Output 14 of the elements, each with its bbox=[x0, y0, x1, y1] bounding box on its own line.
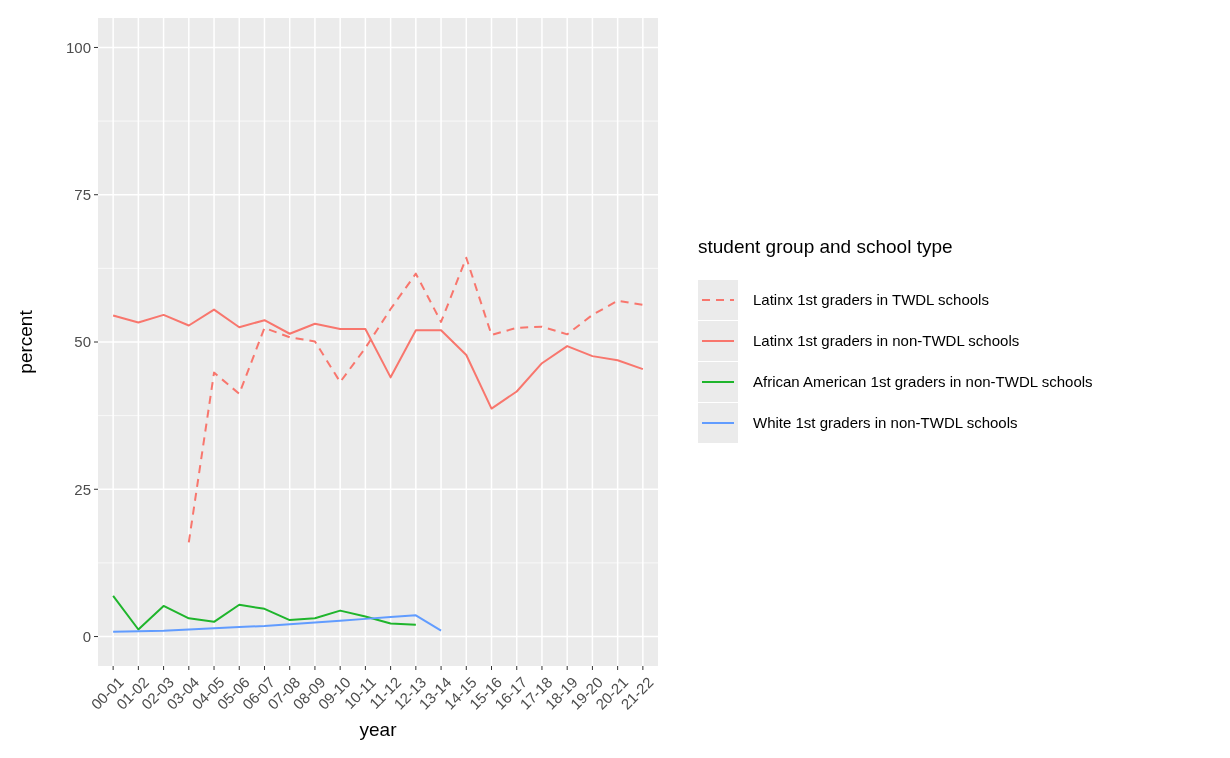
legend-label: African American 1st graders in non-TWDL schools bbox=[753, 373, 1093, 391]
y-tick-label: 50 bbox=[74, 333, 91, 351]
y-tick-label: 0 bbox=[82, 627, 91, 645]
legend-label: Latinx 1st graders in non-TWDL schools bbox=[753, 332, 1020, 350]
legend-label: Latinx 1st graders in TWDL schools bbox=[753, 291, 989, 309]
y-tick-label: 25 bbox=[74, 480, 91, 498]
line-series bbox=[112, 614, 443, 633]
y-tick-label: 100 bbox=[65, 38, 91, 56]
line-series bbox=[112, 594, 417, 631]
y-tick-label: 75 bbox=[74, 185, 91, 203]
legend-title: student group and school type bbox=[698, 236, 953, 257]
y-axis-title: percent bbox=[15, 309, 36, 374]
legend-label: White 1st graders in non-TWDL schools bbox=[753, 414, 1018, 432]
x-axis-title: year bbox=[359, 719, 398, 740]
